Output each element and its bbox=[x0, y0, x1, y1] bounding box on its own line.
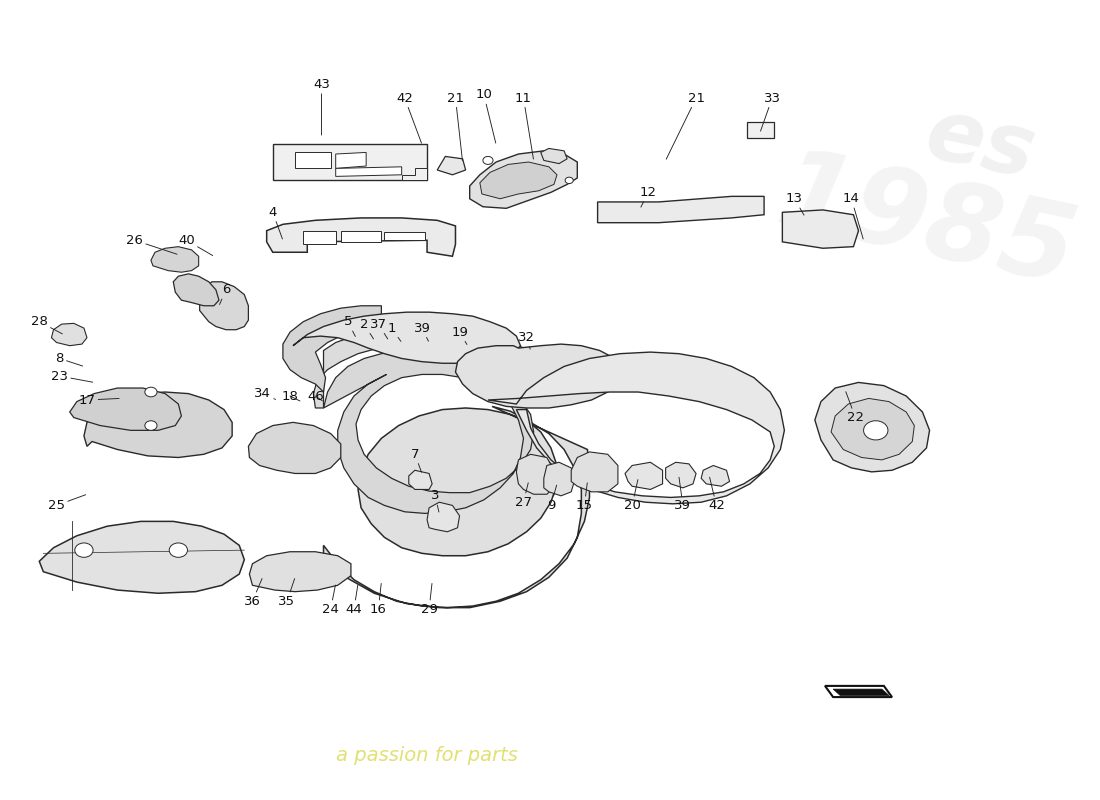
Polygon shape bbox=[409, 470, 432, 490]
Text: 25: 25 bbox=[48, 494, 86, 512]
Polygon shape bbox=[666, 462, 696, 488]
Text: 1985: 1985 bbox=[768, 141, 1085, 307]
Polygon shape bbox=[283, 306, 382, 392]
Polygon shape bbox=[597, 196, 764, 222]
Text: 23: 23 bbox=[51, 370, 92, 382]
Polygon shape bbox=[437, 157, 465, 174]
Polygon shape bbox=[747, 122, 774, 138]
Circle shape bbox=[75, 543, 94, 558]
Polygon shape bbox=[52, 323, 87, 346]
Polygon shape bbox=[815, 382, 930, 472]
Polygon shape bbox=[571, 452, 618, 492]
Text: 42: 42 bbox=[708, 478, 725, 512]
Text: 18: 18 bbox=[282, 390, 300, 402]
Polygon shape bbox=[40, 522, 244, 594]
Text: 21: 21 bbox=[447, 92, 464, 161]
Text: 46: 46 bbox=[307, 390, 323, 402]
Polygon shape bbox=[782, 210, 858, 248]
Text: 27: 27 bbox=[515, 483, 532, 509]
Circle shape bbox=[483, 157, 493, 165]
Polygon shape bbox=[323, 406, 590, 608]
Text: 7: 7 bbox=[410, 448, 421, 472]
Text: 29: 29 bbox=[420, 583, 438, 616]
Polygon shape bbox=[625, 462, 662, 490]
Text: 13: 13 bbox=[786, 192, 804, 215]
Polygon shape bbox=[470, 151, 578, 208]
Polygon shape bbox=[480, 162, 557, 198]
Text: 4: 4 bbox=[268, 206, 283, 239]
Text: 12: 12 bbox=[640, 186, 657, 207]
Text: 33: 33 bbox=[760, 92, 781, 131]
Polygon shape bbox=[266, 218, 455, 256]
Polygon shape bbox=[84, 392, 232, 458]
Text: 8: 8 bbox=[55, 352, 82, 366]
Text: 14: 14 bbox=[843, 192, 864, 239]
Polygon shape bbox=[249, 422, 341, 474]
Text: 36: 36 bbox=[244, 578, 262, 608]
Polygon shape bbox=[295, 153, 331, 169]
Polygon shape bbox=[200, 282, 249, 330]
Polygon shape bbox=[273, 145, 427, 180]
Polygon shape bbox=[341, 230, 382, 242]
Text: 6: 6 bbox=[220, 283, 230, 305]
Text: 44: 44 bbox=[345, 585, 362, 616]
Circle shape bbox=[864, 421, 888, 440]
Circle shape bbox=[169, 543, 187, 558]
Text: 15: 15 bbox=[576, 483, 593, 512]
Text: 10: 10 bbox=[475, 89, 496, 143]
Text: 42: 42 bbox=[396, 92, 421, 143]
Text: 17: 17 bbox=[78, 394, 119, 406]
Text: 28: 28 bbox=[31, 315, 63, 334]
Polygon shape bbox=[488, 352, 784, 504]
Polygon shape bbox=[304, 230, 336, 244]
Text: 39: 39 bbox=[414, 322, 430, 342]
Polygon shape bbox=[314, 328, 530, 408]
Text: 20: 20 bbox=[624, 480, 640, 512]
Text: 3: 3 bbox=[431, 490, 439, 512]
Polygon shape bbox=[402, 169, 427, 180]
Text: 32: 32 bbox=[518, 331, 535, 349]
Polygon shape bbox=[516, 454, 554, 494]
Text: 1: 1 bbox=[387, 322, 400, 342]
Polygon shape bbox=[69, 388, 182, 430]
Polygon shape bbox=[174, 274, 219, 306]
Polygon shape bbox=[427, 502, 460, 532]
Polygon shape bbox=[541, 149, 568, 164]
Text: 2: 2 bbox=[360, 318, 374, 339]
Text: 43: 43 bbox=[314, 78, 330, 135]
Polygon shape bbox=[701, 466, 729, 486]
Text: 34: 34 bbox=[254, 387, 276, 400]
Polygon shape bbox=[323, 350, 534, 514]
Polygon shape bbox=[151, 246, 199, 272]
Text: 39: 39 bbox=[674, 478, 691, 512]
Polygon shape bbox=[832, 398, 914, 460]
Text: a passion for parts: a passion for parts bbox=[337, 746, 518, 765]
Text: 37: 37 bbox=[370, 318, 387, 339]
Polygon shape bbox=[543, 462, 574, 496]
Polygon shape bbox=[384, 232, 425, 240]
Polygon shape bbox=[455, 344, 622, 408]
Text: 22: 22 bbox=[846, 392, 864, 424]
Polygon shape bbox=[250, 552, 351, 592]
Text: 35: 35 bbox=[278, 578, 296, 608]
Polygon shape bbox=[336, 153, 366, 169]
Text: 9: 9 bbox=[547, 485, 557, 512]
Text: 19: 19 bbox=[451, 326, 468, 345]
Text: 24: 24 bbox=[322, 585, 339, 616]
Text: 26: 26 bbox=[126, 234, 177, 254]
Text: 5: 5 bbox=[343, 315, 355, 337]
Circle shape bbox=[145, 421, 157, 430]
Circle shape bbox=[145, 387, 157, 397]
Polygon shape bbox=[336, 167, 402, 176]
Text: es: es bbox=[918, 93, 1043, 197]
Text: 11: 11 bbox=[515, 92, 534, 159]
Text: 16: 16 bbox=[370, 583, 387, 616]
Polygon shape bbox=[825, 686, 892, 697]
Text: 21: 21 bbox=[667, 92, 705, 159]
Polygon shape bbox=[293, 312, 520, 363]
Circle shape bbox=[565, 177, 573, 183]
Polygon shape bbox=[833, 689, 889, 695]
Text: 40: 40 bbox=[178, 234, 212, 255]
